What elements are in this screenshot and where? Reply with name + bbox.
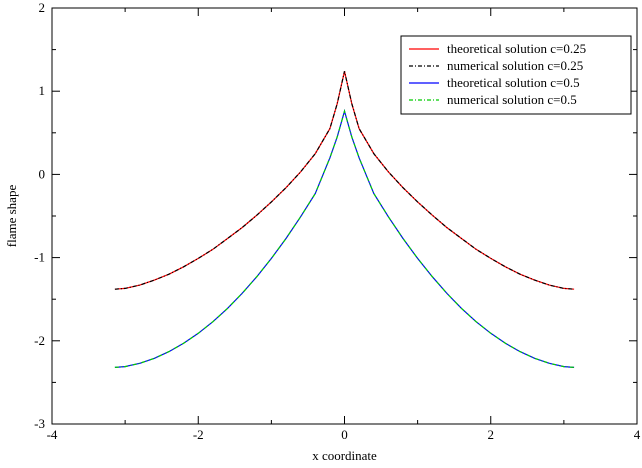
legend: theoretical solution c=0.25 numerical sol… xyxy=(400,35,632,115)
legend-label-1: theoretical solution c=0.25 xyxy=(447,41,586,56)
series-lines xyxy=(114,71,575,368)
legend-label-4: numerical solution c=0.5 xyxy=(447,92,577,107)
y-tick-label: 0 xyxy=(39,166,46,181)
x-tick-label: -4 xyxy=(47,427,58,442)
x-tick-label: -2 xyxy=(193,427,204,442)
x-axis-label: x coordinate xyxy=(312,448,377,463)
x-tick-label: 0 xyxy=(341,427,348,442)
legend-label-3: theoretical solution c=0.5 xyxy=(447,75,580,90)
series-line-4 xyxy=(114,108,575,368)
legend-box xyxy=(400,35,632,115)
y-axis-label: flame shape xyxy=(4,185,19,248)
plot-frame xyxy=(51,7,638,425)
tick-labels: -4 -2 0 2 4 -3 -2 -1 0 1 2 xyxy=(34,0,641,442)
y-tick-label: -1 xyxy=(34,250,45,265)
legend-label-2: numerical solution c=0.25 xyxy=(447,58,583,73)
y-tick-label: -3 xyxy=(34,416,45,431)
series-line-2 xyxy=(114,71,575,290)
x-tick-label: 4 xyxy=(634,427,641,442)
y-tick-label: 2 xyxy=(39,0,46,15)
x-tick-label: 2 xyxy=(488,427,495,442)
y-tick-label: 1 xyxy=(39,83,46,98)
y-tick-label: -2 xyxy=(34,333,45,348)
